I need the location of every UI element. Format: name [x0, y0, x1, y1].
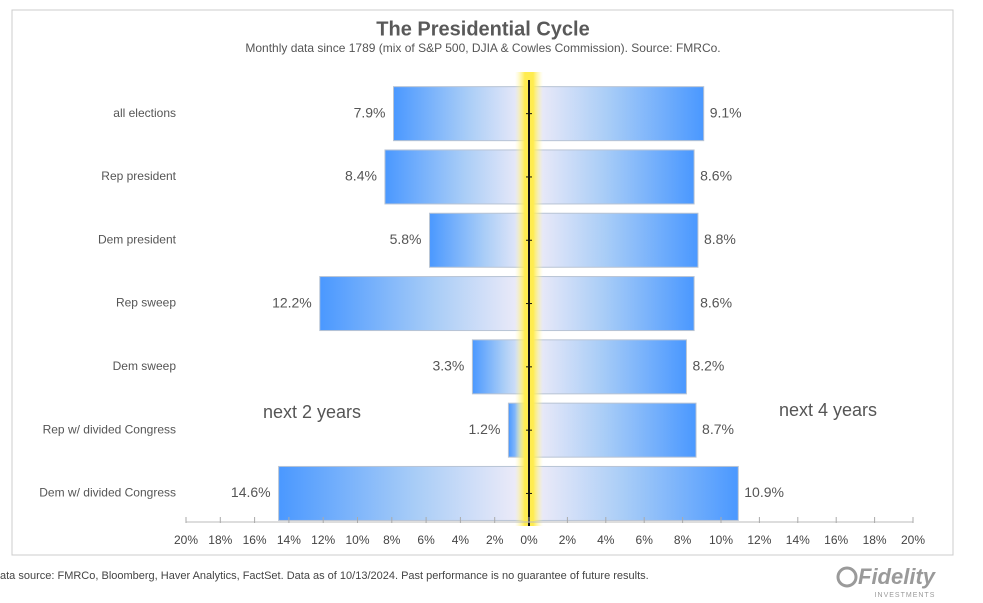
logo-icon	[836, 566, 858, 588]
chart-subtitle: Monthly data since 1789 (mix of S&P 500,…	[245, 41, 720, 55]
bar	[528, 212, 699, 268]
x-tick-label: 12%	[747, 533, 771, 547]
value-label: 8.7%	[702, 421, 734, 437]
value-label: 8.6%	[700, 168, 732, 184]
x-tick-label: 10%	[709, 533, 733, 547]
category-label: Dem sweep	[113, 359, 177, 373]
value-label: 14.6%	[231, 484, 271, 500]
x-tick-label: 20%	[174, 533, 198, 547]
value-label: 10.9%	[744, 484, 784, 500]
bar	[528, 339, 687, 395]
category-label: Rep president	[101, 169, 176, 183]
x-tick-label: 6%	[417, 533, 435, 547]
bar	[429, 212, 530, 268]
value-label: 8.2%	[692, 358, 724, 374]
x-tick-label: 12%	[311, 533, 335, 547]
x-tick-label: 4%	[597, 533, 615, 547]
bar	[384, 149, 530, 205]
value-label: 7.9%	[354, 104, 386, 120]
value-label: 1.2%	[468, 421, 500, 437]
value-label: 9.1%	[710, 104, 742, 120]
value-label: 3.3%	[432, 358, 464, 374]
value-label: 8.8%	[704, 231, 736, 247]
chart-title: The Presidential Cycle	[376, 18, 589, 40]
bar	[528, 149, 695, 205]
logo-sub: INVESTMENTS	[875, 592, 936, 599]
x-tick-label: 20%	[901, 533, 925, 547]
bar	[528, 276, 695, 332]
bar	[528, 86, 705, 142]
footnote: ata source: FMRCo, Bloomberg, Haver Anal…	[0, 570, 649, 582]
x-tick-label: 8%	[383, 533, 401, 547]
value-label: 8.6%	[700, 294, 732, 310]
x-tick-label: 18%	[863, 533, 887, 547]
x-tick-label: 16%	[824, 533, 848, 547]
bar	[393, 86, 530, 142]
logo: Fidelity	[858, 564, 937, 589]
value-label: 12.2%	[272, 294, 312, 310]
category-label: Rep sweep	[116, 296, 176, 310]
x-tick-label: 8%	[674, 533, 692, 547]
category-label: Dem president	[98, 232, 177, 246]
x-tick-label: 2%	[559, 533, 577, 547]
x-tick-label: 6%	[636, 533, 654, 547]
annotation: next 2 years	[263, 402, 361, 422]
category-label: all elections	[113, 106, 176, 120]
x-tick-label: 14%	[786, 533, 810, 547]
x-tick-label: 2%	[486, 533, 504, 547]
value-label: 8.4%	[345, 168, 377, 184]
category-label: Rep w/ divided Congress	[43, 422, 176, 436]
x-tick-label: 0%	[520, 533, 538, 547]
value-label: 5.8%	[390, 231, 422, 247]
bar	[528, 402, 697, 458]
annotation: next 4 years	[779, 400, 877, 420]
x-tick-label: 18%	[208, 533, 232, 547]
x-tick-label: 4%	[452, 533, 470, 547]
plot: all elections Rep president Dem president R…	[39, 72, 925, 547]
x-tick-label: 14%	[277, 533, 301, 547]
bar	[528, 465, 739, 521]
x-tick-label: 10%	[345, 533, 369, 547]
bar	[278, 465, 530, 521]
x-tick-label: 16%	[243, 533, 267, 547]
bar	[319, 276, 530, 332]
category-label: Dem w/ divided Congress	[39, 486, 176, 500]
